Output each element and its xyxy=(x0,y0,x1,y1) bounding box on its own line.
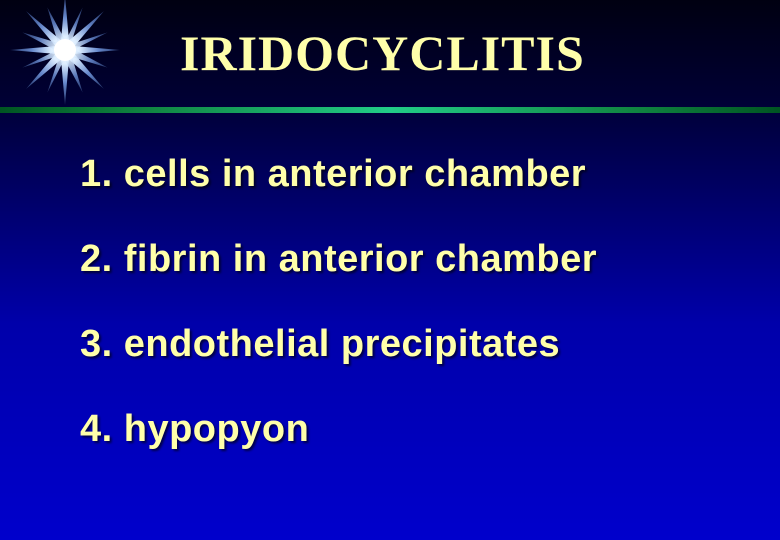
slide-title: IRIDOCYCLITIS xyxy=(180,24,585,82)
slide-body: 1. cells in anterior chamber 2. fibrin i… xyxy=(0,113,780,451)
list-item: 2. fibrin in anterior chamber xyxy=(80,238,710,281)
starburst-icon xyxy=(10,0,120,105)
list-item: 3. endothelial precipitates xyxy=(80,323,710,366)
list-item: 1. cells in anterior chamber xyxy=(80,153,710,196)
list-item: 4. hypopyon xyxy=(80,408,710,451)
slide-header: IRIDOCYCLITIS xyxy=(0,0,780,105)
